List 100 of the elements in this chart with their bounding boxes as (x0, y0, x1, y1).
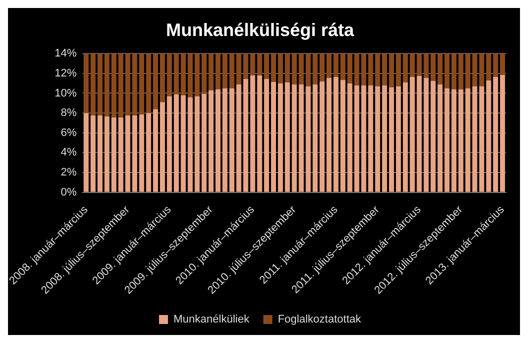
bar (208, 90, 214, 192)
bar (166, 96, 172, 192)
bar (271, 82, 276, 192)
bar (312, 84, 318, 192)
y-tick-label: 2% (60, 166, 77, 179)
bar (396, 54, 401, 86)
bar (500, 74, 506, 192)
bar (465, 54, 470, 88)
bar (111, 118, 116, 192)
bar (250, 54, 256, 76)
y-tick-label: 14% (54, 48, 77, 60)
bar (278, 54, 283, 84)
bar (347, 54, 352, 84)
chart-title: Munkanélküliségi ráta (166, 20, 356, 40)
bar (382, 85, 388, 192)
bar (236, 84, 242, 192)
bar (320, 81, 325, 192)
bar (284, 82, 290, 192)
bar (284, 54, 290, 82)
bar (104, 54, 110, 117)
bar (438, 84, 443, 192)
bar (215, 54, 220, 90)
legend-label: Foglalkoztatottak (278, 314, 362, 326)
bar (222, 88, 228, 192)
y-tick-label: 12% (54, 67, 77, 80)
bar (264, 54, 270, 79)
bar (264, 78, 270, 192)
bar (340, 54, 346, 80)
bar (160, 102, 165, 192)
bar (493, 76, 498, 192)
bar (229, 54, 234, 88)
y-tick-label: 8% (60, 107, 77, 120)
bar (257, 54, 262, 76)
bar (202, 94, 207, 192)
bar (340, 80, 346, 192)
y-tick-label: 4% (60, 146, 77, 159)
bar (118, 118, 124, 192)
bar (202, 54, 207, 94)
bar (402, 82, 408, 192)
bar (486, 80, 492, 192)
bar (84, 54, 89, 114)
bar (215, 89, 220, 192)
bar (222, 54, 228, 88)
bar (166, 54, 172, 96)
bar (174, 54, 179, 94)
bar (430, 80, 436, 192)
bar (208, 54, 214, 90)
bar (410, 76, 415, 192)
bar (368, 54, 374, 86)
bar (139, 54, 144, 115)
bar (236, 54, 242, 84)
bar (104, 116, 110, 192)
bar (153, 109, 158, 192)
bar (333, 54, 338, 77)
bar (84, 113, 89, 192)
bar (146, 54, 152, 114)
bar (153, 54, 158, 110)
bar (424, 54, 429, 78)
bar (375, 86, 380, 192)
bar (410, 54, 415, 77)
y-tick-label: 0% (60, 186, 77, 198)
bar (347, 83, 352, 192)
bar (292, 54, 297, 84)
bar (444, 88, 450, 192)
bar (451, 54, 456, 90)
bar (368, 85, 374, 192)
legend-label: Munkanélküliek (174, 314, 250, 326)
y-tick-label: 10% (54, 87, 77, 100)
y-tick-label: 6% (60, 126, 77, 139)
bar (250, 75, 256, 192)
bar (444, 54, 450, 88)
bar (458, 89, 464, 192)
bar (312, 54, 318, 84)
bar (438, 54, 443, 84)
bar (382, 54, 388, 86)
bar (333, 76, 338, 192)
bar (118, 54, 124, 118)
bar (271, 54, 276, 82)
bar (98, 116, 103, 192)
bar (229, 88, 234, 192)
bar (388, 87, 394, 192)
bar (451, 89, 456, 192)
bar (243, 78, 248, 192)
bar (424, 78, 429, 192)
bar (396, 86, 401, 192)
bar (278, 83, 283, 192)
bar (194, 54, 200, 96)
bar (416, 76, 422, 192)
bar (194, 96, 200, 192)
bar (160, 54, 165, 102)
bar (320, 54, 325, 82)
bar (430, 54, 436, 81)
bar (500, 54, 506, 75)
bar (465, 88, 470, 192)
bar (493, 54, 498, 77)
bar (388, 54, 394, 88)
bar (486, 54, 492, 80)
bar (375, 54, 380, 86)
bar (90, 54, 96, 116)
bar (90, 116, 96, 192)
